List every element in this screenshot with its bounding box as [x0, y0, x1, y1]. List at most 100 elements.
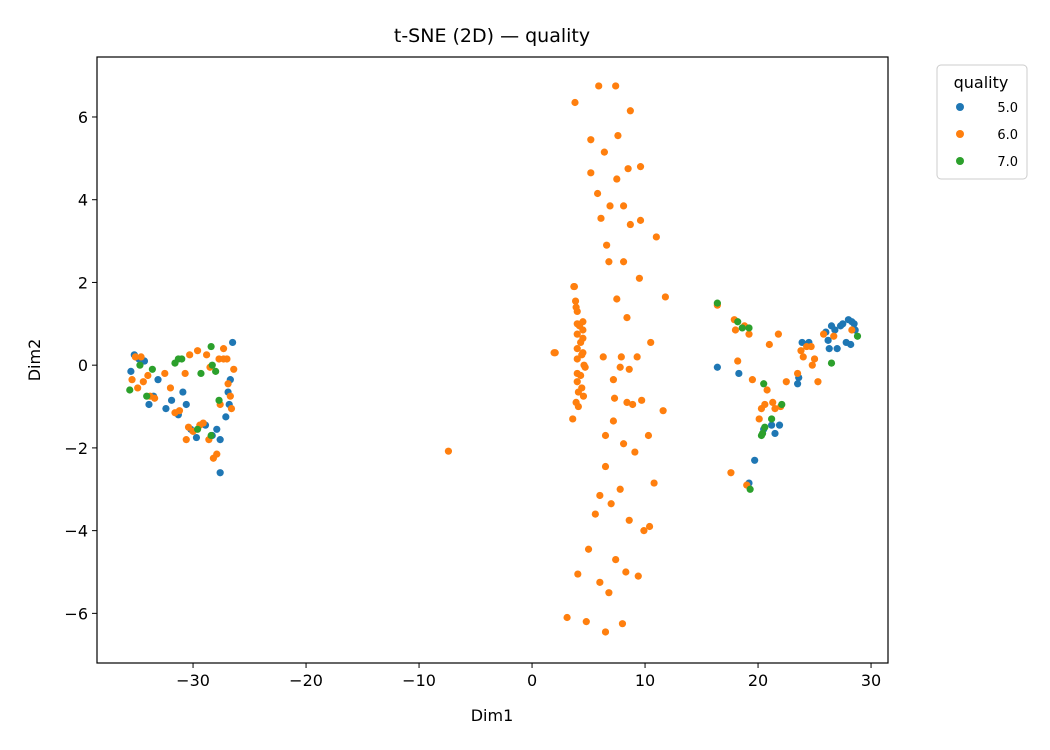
point-quality-6-0	[175, 407, 184, 415]
point-quality-6-0	[595, 82, 603, 90]
point-quality-6-0	[765, 340, 773, 349]
point-quality-6-0	[601, 462, 610, 471]
point-quality-6-0	[591, 510, 599, 518]
point-quality-6-0	[616, 485, 624, 493]
point-quality-6-0	[571, 297, 580, 305]
y-axis: −6 −4 −2 0 2 4 6	[64, 108, 97, 623]
point-quality-7-0	[778, 400, 786, 409]
point-quality-6-0	[551, 349, 559, 357]
point-quality-6-0	[224, 380, 232, 388]
point-quality-6-0	[610, 394, 619, 402]
point-quality-5-0	[831, 326, 839, 334]
point-quality-5-0	[229, 338, 237, 347]
point-quality-7-0	[208, 361, 216, 369]
point-quality-5-0	[192, 433, 201, 442]
point-quality-7-0	[126, 386, 134, 394]
point-quality-5-0	[775, 421, 784, 429]
point-quality-6-0	[203, 351, 211, 359]
x-axis-title: Dim1	[471, 706, 514, 725]
point-quality-6-0	[645, 522, 654, 531]
point-quality-6-0	[573, 307, 581, 315]
legend-marker	[956, 130, 964, 138]
point-quality-6-0	[226, 392, 234, 400]
point-quality-7-0	[148, 365, 156, 373]
point-quality-5-0	[154, 376, 162, 384]
point-quality-6-0	[635, 274, 644, 282]
point-quality-6-0	[659, 407, 667, 415]
y-tick-label: 2	[78, 273, 88, 292]
point-quality-6-0	[223, 355, 231, 363]
point-quality-6-0	[807, 342, 815, 351]
point-quality-6-0	[619, 258, 628, 266]
point-quality-6-0	[644, 431, 653, 440]
point-quality-6-0	[634, 572, 642, 580]
point-quality-6-0	[219, 345, 228, 353]
point-quality-6-0	[151, 394, 159, 402]
point-quality-6-0	[573, 330, 581, 338]
point-quality-7-0	[136, 361, 144, 369]
point-quality-5-0	[735, 369, 743, 378]
point-quality-7-0	[827, 359, 836, 367]
point-quality-6-0	[616, 363, 624, 371]
point-quality-6-0	[727, 469, 735, 477]
legend-label: 6.0	[997, 128, 1018, 143]
point-quality-6-0	[731, 326, 740, 334]
point-quality-6-0	[444, 447, 453, 455]
point-quality-6-0	[574, 402, 582, 411]
point-quality-6-0	[577, 371, 585, 380]
point-quality-6-0	[596, 578, 604, 586]
point-quality-6-0	[629, 400, 637, 409]
point-quality-6-0	[599, 353, 607, 361]
point-quality-7-0	[738, 324, 746, 332]
point-quality-6-0	[603, 241, 611, 249]
point-quality-6-0	[763, 386, 771, 394]
point-quality-6-0	[848, 326, 856, 334]
point-quality-6-0	[593, 189, 602, 198]
point-quality-6-0	[569, 415, 577, 423]
point-quality-6-0	[574, 570, 582, 578]
point-quality-6-0	[596, 491, 604, 500]
x-tick-label: 30	[861, 671, 881, 690]
point-quality-6-0	[619, 440, 628, 448]
point-quality-6-0	[213, 450, 221, 458]
legend-label: 7.0	[997, 155, 1018, 170]
point-quality-6-0	[625, 516, 633, 524]
legend: quality 5.0 6.0 7.0	[936, 64, 1028, 180]
x-tick-label: 20	[748, 671, 768, 690]
chart-title: t-SNE (2D) — quality	[394, 25, 590, 47]
point-quality-6-0	[612, 82, 620, 90]
point-quality-6-0	[617, 353, 625, 361]
point-quality-6-0	[734, 357, 742, 365]
y-tick-label: −2	[64, 439, 88, 458]
point-quality-6-0	[799, 353, 807, 361]
point-quality-6-0	[626, 220, 634, 229]
point-quality-6-0	[193, 347, 202, 355]
point-quality-7-0	[178, 355, 186, 363]
point-quality-6-0	[134, 384, 142, 392]
point-quality-6-0	[626, 107, 634, 115]
point-quality-6-0	[814, 378, 822, 386]
x-tick-label: 0	[527, 671, 537, 690]
point-quality-6-0	[755, 415, 763, 423]
point-quality-6-0	[647, 338, 655, 347]
point-quality-6-0	[144, 371, 152, 380]
point-quality-6-0	[808, 361, 816, 369]
point-quality-7-0	[207, 342, 215, 351]
legend-items: 5.0 6.0 7.0	[956, 101, 1018, 170]
point-quality-6-0	[830, 332, 838, 340]
legend-title: quality	[954, 73, 1009, 92]
y-tick-label: −6	[64, 604, 88, 623]
point-quality-6-0	[613, 175, 621, 183]
point-quality-5-0	[839, 320, 847, 328]
point-quality-6-0	[582, 618, 590, 626]
point-quality-5-0	[751, 456, 759, 464]
point-quality-7-0	[193, 425, 202, 433]
plot-area-frame	[96, 56, 889, 664]
point-quality-7-0	[215, 396, 223, 404]
point-quality-7-0	[143, 392, 151, 400]
x-tick-label: −10	[402, 671, 436, 690]
point-quality-6-0	[636, 216, 645, 224]
point-quality-6-0	[612, 555, 620, 564]
point-quality-6-0	[774, 330, 782, 338]
y-tick-label: −4	[64, 522, 88, 541]
